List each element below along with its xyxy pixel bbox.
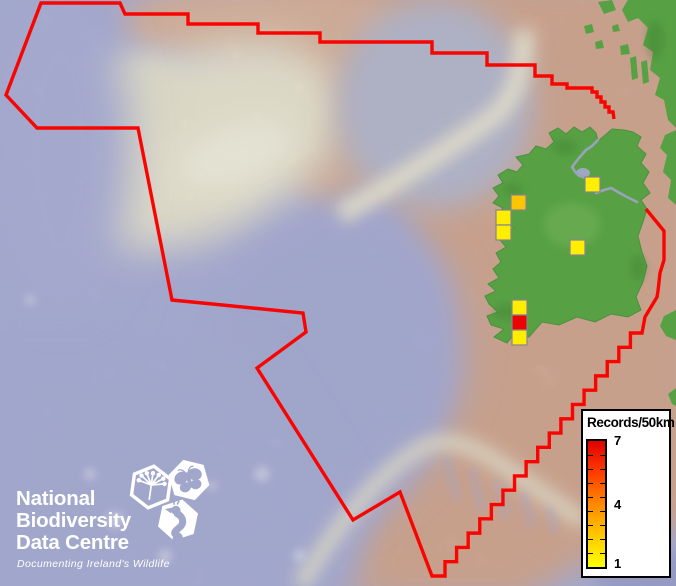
boundary-line (4, 1, 666, 578)
legend-tick (588, 511, 593, 512)
logo-line-2: Biodiversity (16, 509, 131, 532)
legend-min-label: 1 (614, 556, 622, 571)
legend-tick (600, 497, 605, 498)
record-squares-layer (495, 176, 601, 346)
logo-tagline: Documenting Ireland's Wildlife (17, 558, 170, 570)
legend-tick (600, 553, 605, 554)
legend-tick (600, 455, 605, 456)
legend-title: Records/50km (587, 415, 675, 430)
record-grid-cell (511, 329, 528, 346)
legend-tick (588, 525, 593, 526)
seahorse-icon (158, 499, 198, 541)
legend-tick (588, 455, 593, 456)
legend-tick (588, 469, 593, 470)
nbdc-logo: National Biodiversity Data Centre Docume… (0, 444, 270, 586)
legend-tick (600, 469, 605, 470)
logo-line-1: National (16, 487, 96, 510)
legend-tick (588, 483, 593, 484)
seedhead-icon (129, 464, 173, 510)
legend-panel: Records/50km 7 4 1 (581, 409, 675, 578)
legend-tick (588, 497, 593, 498)
legend-mid-label: 4 (614, 497, 622, 512)
record-grid-cell (495, 209, 512, 226)
legend-tick (600, 539, 605, 540)
record-grid-cell (511, 299, 528, 316)
record-grid-cell (584, 176, 601, 193)
legend-tick (588, 539, 593, 540)
logo-line-3: Data Centre (16, 531, 129, 554)
legend-max-label: 7 (614, 433, 622, 448)
record-grid-cell (495, 224, 512, 241)
legend-tick (600, 511, 605, 512)
record-grid-cell (569, 239, 586, 256)
logo-hexagons (129, 459, 210, 541)
legend-tick (600, 525, 605, 526)
record-grid-cell (510, 194, 527, 211)
butterfly-icon (168, 459, 210, 501)
record-grid-cell (511, 314, 528, 331)
landmasses (484, 0, 676, 406)
legend-color-ramp (586, 439, 607, 569)
legend-tick (600, 483, 605, 484)
legend-tick (588, 553, 593, 554)
